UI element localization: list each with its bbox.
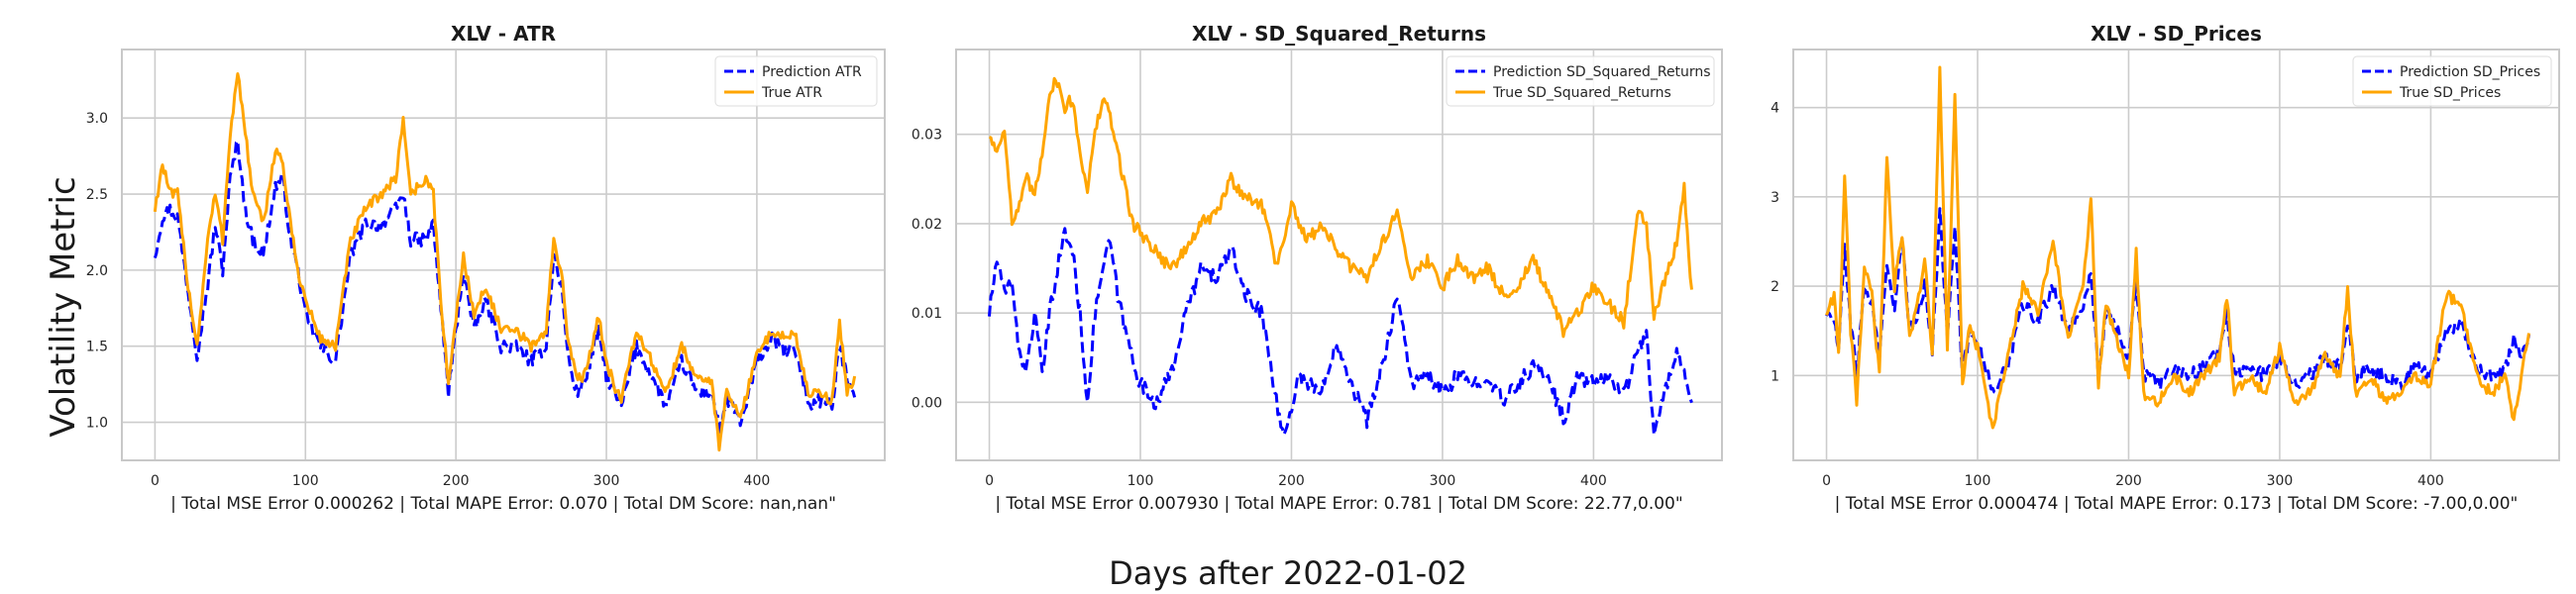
y-tick-label: 2.5 <box>86 187 108 203</box>
x-tick-label: 300 <box>1430 473 1456 489</box>
y-tick-label: 3.0 <box>86 111 108 127</box>
x-axis-label: | Total MSE Error 0.000262 | Total MAPE … <box>170 494 836 514</box>
x-tick-label: 200 <box>1278 473 1305 489</box>
legend-true-label: True SD_Prices <box>2399 85 2501 101</box>
chart-panel-3: 0 100 200 300 400 1 2 3 4 XLV - SD_Prices | Total … <box>1771 22 2560 514</box>
panel-title: XLV - SD_Prices <box>2091 22 2262 46</box>
true-series-line <box>989 76 1693 339</box>
chart-panel-2: 0 100 200 300 400 0.00 0.01 0.02 0.03 XLV - SD_Sq… <box>912 22 1723 514</box>
axes-frame <box>121 49 886 461</box>
axes-frame <box>1792 49 2560 461</box>
legend: Prediction ATR True ATR <box>714 55 878 107</box>
x-tick-label: 100 <box>292 473 319 489</box>
x-tick-label: 200 <box>2115 473 2142 489</box>
x-axis-label: | Total MSE Error 0.000474 | Total MAPE … <box>1835 494 2519 514</box>
y-tick-label: 0.00 <box>912 395 942 411</box>
legend-prediction-label: Prediction SD_Squared_Returns <box>1493 64 1711 80</box>
true-series-line <box>153 72 857 452</box>
x-tick-label: 400 <box>744 473 771 489</box>
y-tick-label: 2.0 <box>86 263 108 279</box>
x-axis-label: | Total MSE Error 0.007930 | Total MAPE … <box>995 494 1682 514</box>
y-tick-label: 0.03 <box>912 128 942 144</box>
figure-x-label: Days after 2022-01-02 <box>1109 554 1467 592</box>
legend: Prediction SD_Prices True SD_Prices <box>2352 55 2552 107</box>
x-tick-label: 400 <box>1580 473 1607 489</box>
x-tick-label: 200 <box>443 473 470 489</box>
x-tick-label: 0 <box>985 473 994 489</box>
x-tick-label: 300 <box>593 473 620 489</box>
plot-area <box>122 50 885 460</box>
legend: Prediction SD_Squared_Returns True SD_Squ… <box>1446 55 1715 107</box>
y-tick-label: 0.01 <box>912 306 942 322</box>
axes-frame <box>955 49 1723 461</box>
legend-box <box>714 55 878 107</box>
legend-box <box>2352 55 2552 107</box>
x-tick-label: 100 <box>1127 473 1154 489</box>
y-tick-label: 2 <box>1771 279 1779 295</box>
y-tick-label: 0.02 <box>912 217 942 233</box>
y-tick-label: 1 <box>1771 368 1779 384</box>
chart-panel-1: 0 100 200 300 400 1.0 1.5 2.0 2.5 3.0 XLV - ATR | T… <box>86 22 886 514</box>
x-tick-label: 100 <box>1965 473 1991 489</box>
prediction-series-line <box>988 227 1693 437</box>
x-tick-label: 400 <box>2417 473 2444 489</box>
prediction-series-line <box>1825 207 2530 395</box>
legend-prediction-label: Prediction ATR <box>762 64 862 80</box>
figure-y-label: Volatility Metric <box>44 176 83 437</box>
legend-box <box>1446 55 1715 107</box>
x-tick-label: 0 <box>151 473 160 489</box>
legend-true-label: True SD_Squared_Returns <box>1492 85 1671 101</box>
x-tick-label: 300 <box>2267 473 2294 489</box>
y-tick-label: 3 <box>1771 190 1779 206</box>
panel-title: XLV - ATR <box>451 22 556 46</box>
panel-title: XLV - SD_Squared_Returns <box>1192 22 1486 46</box>
y-tick-label: 1.0 <box>86 416 108 432</box>
legend-true-label: True ATR <box>761 85 822 101</box>
plot-area <box>1793 50 2559 460</box>
legend-prediction-label: Prediction SD_Prices <box>2400 64 2540 80</box>
true-series-line <box>1825 65 2530 430</box>
x-tick-label: 0 <box>1822 473 1831 489</box>
y-tick-label: 4 <box>1771 101 1779 117</box>
y-tick-label: 1.5 <box>86 340 108 355</box>
